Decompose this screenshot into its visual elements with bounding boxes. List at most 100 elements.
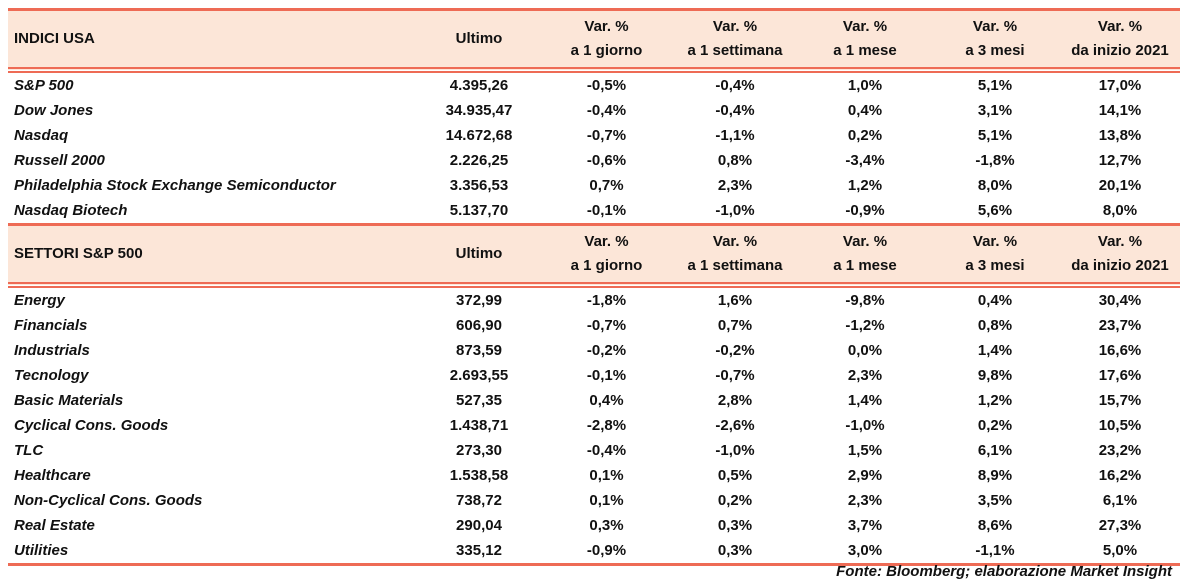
cell-value: -0,7% xyxy=(586,317,627,334)
cell-value: 527,35 xyxy=(456,392,502,409)
column-header: Ultimo xyxy=(415,224,543,285)
cell-value: -0,2% xyxy=(715,342,755,359)
column-header: Ultimo xyxy=(415,9,543,70)
cell-value: -0,9% xyxy=(586,542,627,559)
cell-value: 2.693,55 xyxy=(449,367,509,384)
cell-value: 9,8% xyxy=(977,367,1013,384)
column-header-line2: a 3 mesi xyxy=(965,42,1025,59)
column-header: Var. % a 1 giorno xyxy=(543,9,670,70)
row-label: Philadelphia Stock Exchange Semiconducto… xyxy=(14,177,336,194)
section-header: SETTORI S&P 500 Ultimo Var. % a 1 giorno Var… xyxy=(8,224,1180,285)
row-label: Industrials xyxy=(14,342,90,359)
cell-value: 6,1% xyxy=(1102,492,1138,509)
cell-value: 0,3% xyxy=(717,542,753,559)
column-header-line1: Var. % xyxy=(584,18,629,35)
cell-value: 0,3% xyxy=(589,517,624,534)
cell-value: 8,6% xyxy=(977,517,1013,534)
table-row: Utilities 335,12 -0,9% 0,3% 3,0% -1,1% 5,0% xyxy=(8,538,1180,565)
cell-value: 0,2% xyxy=(717,492,753,509)
column-header-line1: Var. % xyxy=(972,233,1018,250)
cell-value: 1,4% xyxy=(977,342,1013,359)
column-header-line1: Var. % xyxy=(842,233,888,250)
cell-value: 5,0% xyxy=(1102,542,1138,559)
source-note: Fonte: Bloomberg; elaborazione Market In… xyxy=(836,563,1172,580)
table-row: Cyclical Cons. Goods 1.438,71 -2,8% -2,6% -1… xyxy=(8,413,1180,438)
cell-value: -0,1% xyxy=(586,202,627,219)
cell-value: 1.438,71 xyxy=(449,417,509,434)
cell-value: 1.538,58 xyxy=(449,467,509,484)
column-header: Var. % a 1 mese xyxy=(800,9,930,70)
cell-value: 23,7% xyxy=(1098,317,1142,334)
table-row: Healthcare 1.538,58 0,1% 0,5% 2,9% 8,9% 16,2% xyxy=(8,463,1180,488)
column-header: Var. % a 1 settimana xyxy=(670,9,800,70)
cell-value: 0,2% xyxy=(847,127,883,144)
cell-value: 273,30 xyxy=(456,442,502,459)
cell-value: 1,4% xyxy=(847,392,883,409)
cell-value: 30,4% xyxy=(1098,292,1142,309)
cell-value: 8,9% xyxy=(977,467,1013,484)
cell-value: 0,1% xyxy=(589,492,624,509)
row-label: Russell 2000 xyxy=(14,152,105,169)
cell-value: 2,3% xyxy=(847,492,883,509)
table-row: Nasdaq Biotech 5.137,70 -0,1% -1,0% -0,9% 5,6… xyxy=(8,198,1180,225)
column-header-line1: Var. % xyxy=(712,18,758,35)
row-label: Financials xyxy=(14,317,88,334)
cell-value: -2,6% xyxy=(715,417,755,434)
cell-value: -1,8% xyxy=(586,292,627,309)
column-header-line2: a 1 settimana xyxy=(687,257,783,274)
cell-value: 12,7% xyxy=(1098,152,1142,169)
cell-value: -0,4% xyxy=(586,102,627,119)
cell-value: -3,4% xyxy=(845,152,885,169)
table-row: Nasdaq 14.672,68 -0,7% -1,1% 0,2% 5,1% 13,8% xyxy=(8,123,1180,148)
row-label: Utilities xyxy=(14,542,69,559)
cell-value: 13,8% xyxy=(1098,127,1142,144)
row-label: Basic Materials xyxy=(14,392,124,409)
row-label: Non-Cyclical Cons. Goods xyxy=(14,492,203,509)
cell-value: 23,2% xyxy=(1098,442,1142,459)
column-header: Var. % a 1 giorno xyxy=(543,224,670,285)
cell-value: 0,1% xyxy=(589,467,624,484)
cell-value: 0,5% xyxy=(717,467,753,484)
column-header-line1: Ultimo xyxy=(455,245,503,262)
cell-value: -0,6% xyxy=(586,152,627,169)
column-header-line1: Ultimo xyxy=(455,30,503,47)
cell-value: -0,4% xyxy=(586,442,627,459)
cell-value: 0,8% xyxy=(977,317,1013,334)
section-header: INDICI USA Ultimo Var. % a 1 giorno Var. % a … xyxy=(8,9,1180,70)
cell-value: -1,0% xyxy=(845,417,885,434)
cell-value: 1,2% xyxy=(977,392,1013,409)
cell-value: -0,4% xyxy=(715,77,755,94)
column-header-line1: Var. % xyxy=(712,233,758,250)
row-label: Nasdaq Biotech xyxy=(14,202,128,219)
cell-value: 1,0% xyxy=(847,77,883,94)
cell-value: 8,0% xyxy=(977,177,1013,194)
cell-value: 10,5% xyxy=(1098,417,1142,434)
table-row: TLC 273,30 -0,4% -1,0% 1,5% 6,1% 23,2% xyxy=(8,438,1180,463)
column-header-line2: a 1 mese xyxy=(833,257,897,274)
column-header: Var. % a 3 mesi xyxy=(930,9,1060,70)
column-header-line1: Var. % xyxy=(842,18,888,35)
row-label: S&P 500 xyxy=(14,77,74,94)
cell-value: 17,6% xyxy=(1098,367,1142,384)
cell-value: 20,1% xyxy=(1098,177,1142,194)
cell-value: -2,8% xyxy=(586,417,627,434)
cell-value: 8,0% xyxy=(1102,202,1138,219)
cell-value: -0,2% xyxy=(586,342,627,359)
section-title: SETTORI S&P 500 xyxy=(8,224,415,285)
row-label: Dow Jones xyxy=(14,102,94,119)
column-header-line1: Var. % xyxy=(972,18,1018,35)
cell-value: 14,1% xyxy=(1098,102,1142,119)
cell-value: 5.137,70 xyxy=(449,202,509,219)
cell-value: 15,7% xyxy=(1098,392,1142,409)
cell-value: 3,5% xyxy=(977,492,1013,509)
cell-value: -0,9% xyxy=(845,202,885,219)
table-row: Tecnology 2.693,55 -0,1% -0,7% 2,3% 9,8% 17,6% xyxy=(8,363,1180,388)
cell-value: 1,6% xyxy=(717,292,753,309)
cell-value: 2,9% xyxy=(847,467,883,484)
row-label: TLC xyxy=(14,442,44,459)
cell-value: -1,1% xyxy=(715,127,755,144)
table-row: S&P 500 4.395,26 -0,5% -0,4% 1,0% 5,1% 17,0% xyxy=(8,70,1180,98)
cell-value: 1,5% xyxy=(847,442,883,459)
cell-value: 2,3% xyxy=(847,367,883,384)
cell-value: 2.226,25 xyxy=(449,152,509,169)
